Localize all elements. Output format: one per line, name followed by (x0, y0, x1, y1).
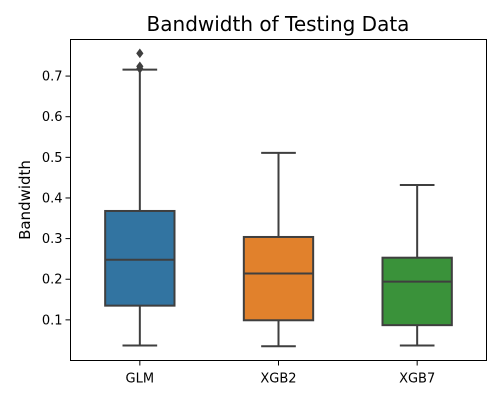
y-tick-label: 0.1 (42, 313, 63, 328)
y-axis-label: Bandwidth (16, 160, 34, 240)
plot-frame (70, 39, 487, 361)
plot-area: 0.1 0.2 0.3 0.4 0.5 0.6 0.7 GLM XGB2 XGB7 (42, 48, 453, 387)
y-tick-label: 0.3 (42, 232, 63, 247)
box-xgb7 (381, 256, 453, 327)
y-tick-label: 0.7 (42, 70, 63, 85)
x-tick-label: XGB7 (399, 372, 435, 387)
chart-title: Bandwidth of Testing Data (147, 12, 410, 36)
box-glm (104, 209, 176, 307)
outlier-marker-glm (136, 61, 144, 72)
box-xgb2 (242, 235, 315, 322)
x-tick-label: XGB2 (260, 372, 296, 387)
y-tick-label: 0.2 (42, 273, 63, 288)
x-tick-label: GLM (126, 372, 155, 387)
y-tick-label: 0.5 (42, 151, 63, 166)
y-tick-label: 0.6 (42, 110, 63, 125)
outlier-marker-glm (136, 48, 144, 59)
y-tick-label: 0.4 (42, 191, 63, 206)
